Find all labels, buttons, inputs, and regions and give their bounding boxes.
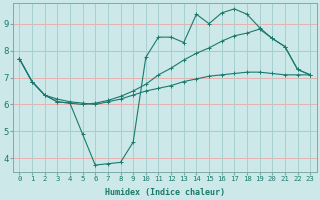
X-axis label: Humidex (Indice chaleur): Humidex (Indice chaleur) xyxy=(105,188,225,197)
